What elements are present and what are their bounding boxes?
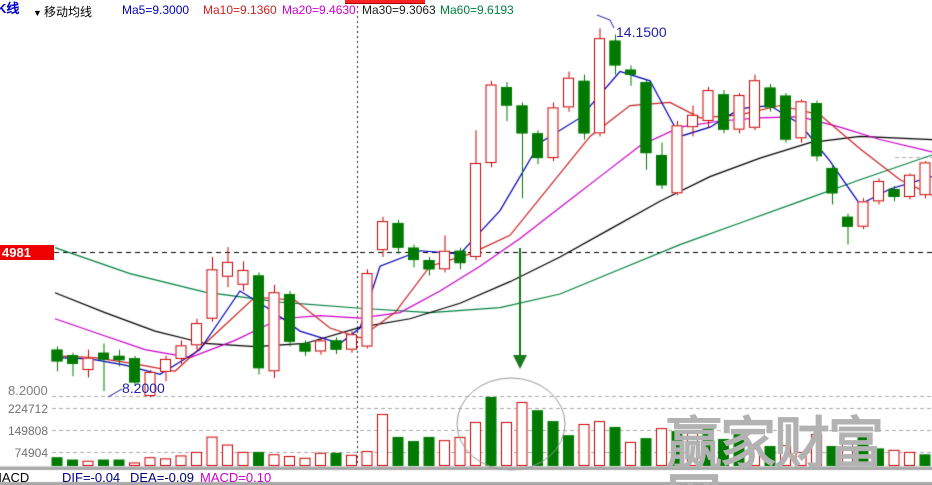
macd-footer-bar: MACD DIF=-0.04 DEA=-0.09 MACD=0.10 [0,470,932,485]
ma60-value-label: Ma60=9.6193 [440,3,514,17]
low-price-annotation: 8.2000 [122,380,165,396]
volume-axis-label: 224712 [7,402,48,416]
price-axis-min-label: 8.2000 [8,383,48,398]
volume-axis-label: 74904 [14,446,48,460]
peak-price-annotation: 14.1500 [616,24,667,40]
current-price-tag: 4981 [0,245,54,260]
dropdown-arrow-icon[interactable]: ▼ [33,8,42,18]
watermark: 赢家财富网 [666,412,884,485]
volume-axis-label: 149808 [7,424,48,438]
kline-menu[interactable]: K线 [0,1,20,16]
dea-value-label: DEA=-0.09 [130,470,194,485]
ma30-value-label: Ma30=9.3063 [362,3,436,17]
macd-value-label: MACD=0.10 [200,470,272,485]
dif-value-label: DIF=-0.04 [62,470,121,485]
ma5-value-label: Ma5=9.3000 [122,3,190,17]
ma10-value-label: Ma10=9.1360 [203,3,277,17]
indicator-header: K线 ▼ 移动均线 Ma5=9.3000 Ma10=9.1360 Ma20=9.… [0,0,932,19]
ma20-value-label: Ma20=9.4630 [282,3,356,17]
macd-indicator-menu[interactable]: MACD [0,470,30,485]
top-red-strip [345,0,425,4]
ma-indicator-label[interactable]: 移动均线 [44,5,93,19]
